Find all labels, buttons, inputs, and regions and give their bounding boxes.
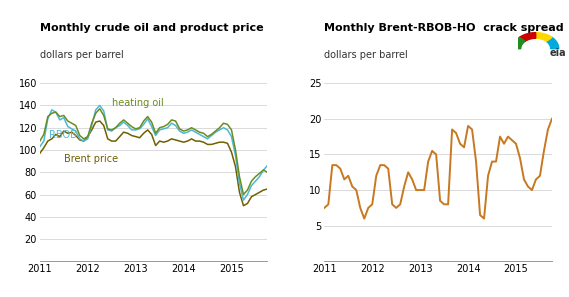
Polygon shape bbox=[513, 37, 525, 49]
Polygon shape bbox=[546, 37, 559, 49]
Text: dollars per barrel: dollars per barrel bbox=[40, 50, 123, 60]
Polygon shape bbox=[519, 33, 535, 41]
Text: dollars per barrel: dollars per barrel bbox=[324, 50, 408, 60]
Text: RBOB: RBOB bbox=[50, 130, 77, 140]
Text: heating oil: heating oil bbox=[112, 98, 163, 108]
Text: Monthly crude oil and product price: Monthly crude oil and product price bbox=[40, 23, 263, 33]
Text: Brent price: Brent price bbox=[64, 154, 118, 165]
Text: eia: eia bbox=[550, 48, 566, 58]
Polygon shape bbox=[535, 33, 552, 41]
Text: Monthly Brent-RBOB-HO  crack spread: Monthly Brent-RBOB-HO crack spread bbox=[324, 23, 564, 33]
